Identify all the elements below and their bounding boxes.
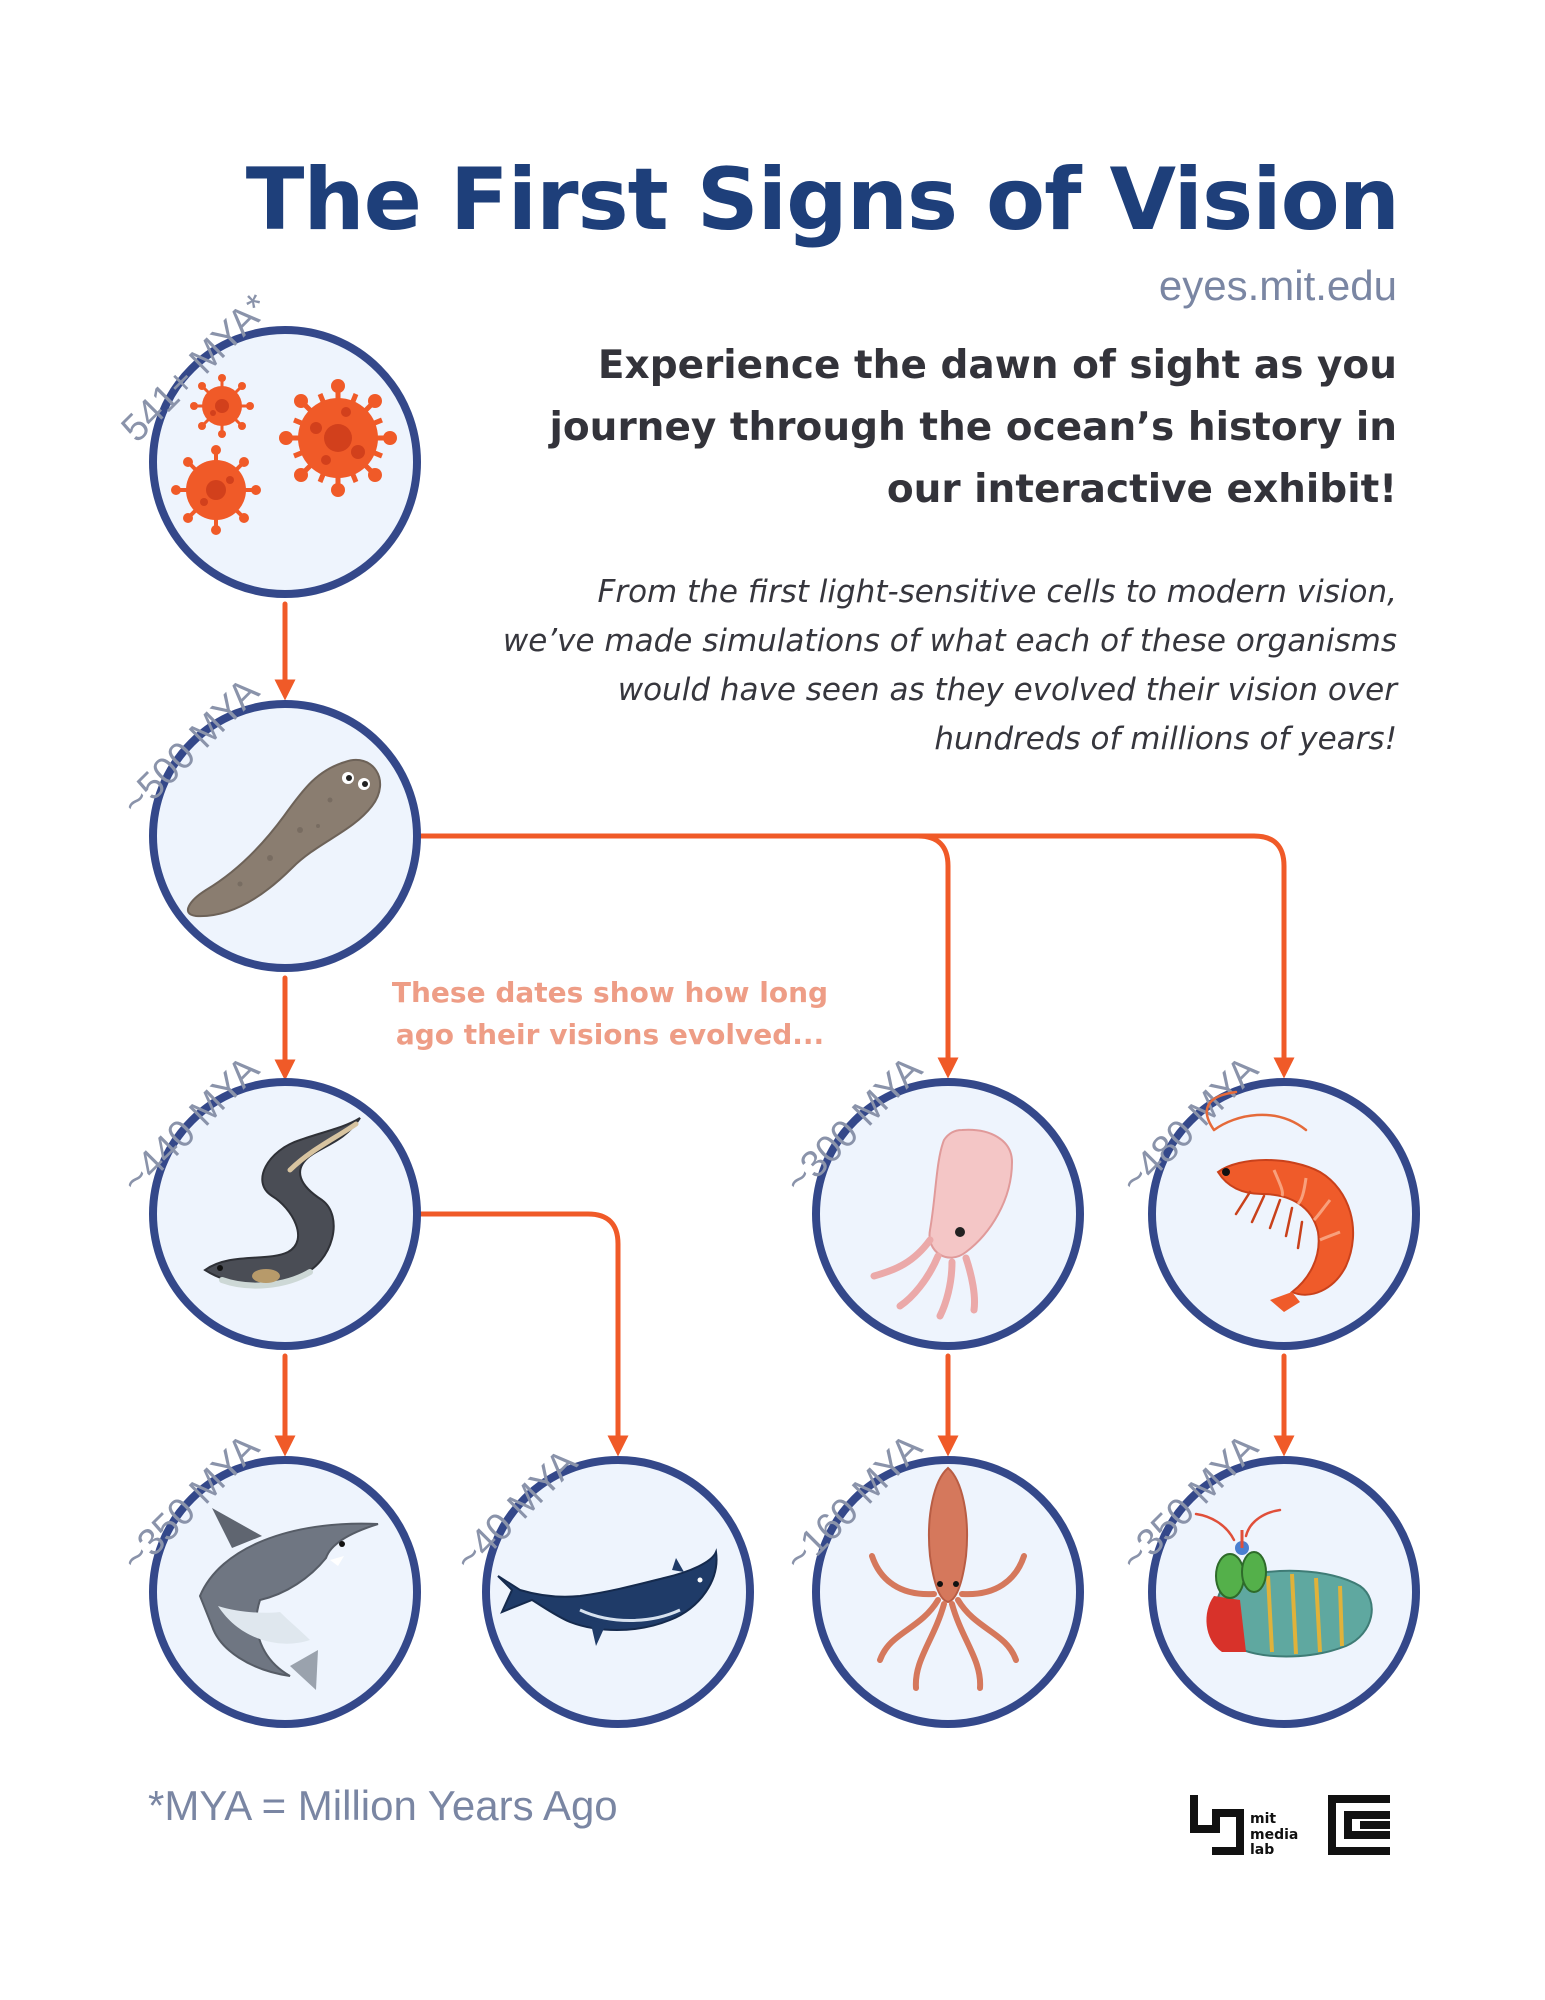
site-url[interactable]: eyes.mit.edu: [1158, 262, 1397, 309]
arrow-eel-to-whale: [418, 1211, 629, 1457]
page-title: The First Signs of Vision: [245, 150, 1400, 250]
media-lab-text-media: media: [1250, 1827, 1298, 1843]
squid-icon: [869, 1466, 1027, 1691]
arrow-flatworm-to-cuttlefish: [418, 833, 959, 1079]
media-lab-text-mit: mit: [1250, 1811, 1276, 1827]
camera-culture-logo-icon: [1328, 1795, 1390, 1855]
logos: mit media lab: [1190, 1795, 1390, 1855]
shrimp-icon: [1205, 1090, 1355, 1312]
flatworm-icon: [186, 759, 382, 918]
mantis-shrimp-icon: [1194, 1508, 1373, 1658]
shark-icon: [198, 1508, 379, 1690]
tagline: Experience the dawn of sight as you jour…: [549, 343, 1397, 512]
mit-media-lab-logo-icon: [1190, 1795, 1244, 1855]
eel-icon: [203, 1117, 361, 1289]
whale-icon: [497, 1548, 718, 1646]
media-lab-text-lab: lab: [1250, 1842, 1274, 1855]
microbe-cluster-icon: [171, 374, 397, 535]
dates-note: These dates show how long ago their visi…: [391, 976, 829, 1051]
mya-footnote: *MYA = Million Years Ago: [148, 1782, 618, 1829]
arrow-flatworm-to-shrimp: [915, 833, 1295, 1079]
description: From the first light-sensitive cells to …: [502, 574, 1397, 757]
cuttlefish-icon: [870, 1128, 1014, 1320]
node-circle-shrimp: [1148, 1078, 1420, 1350]
